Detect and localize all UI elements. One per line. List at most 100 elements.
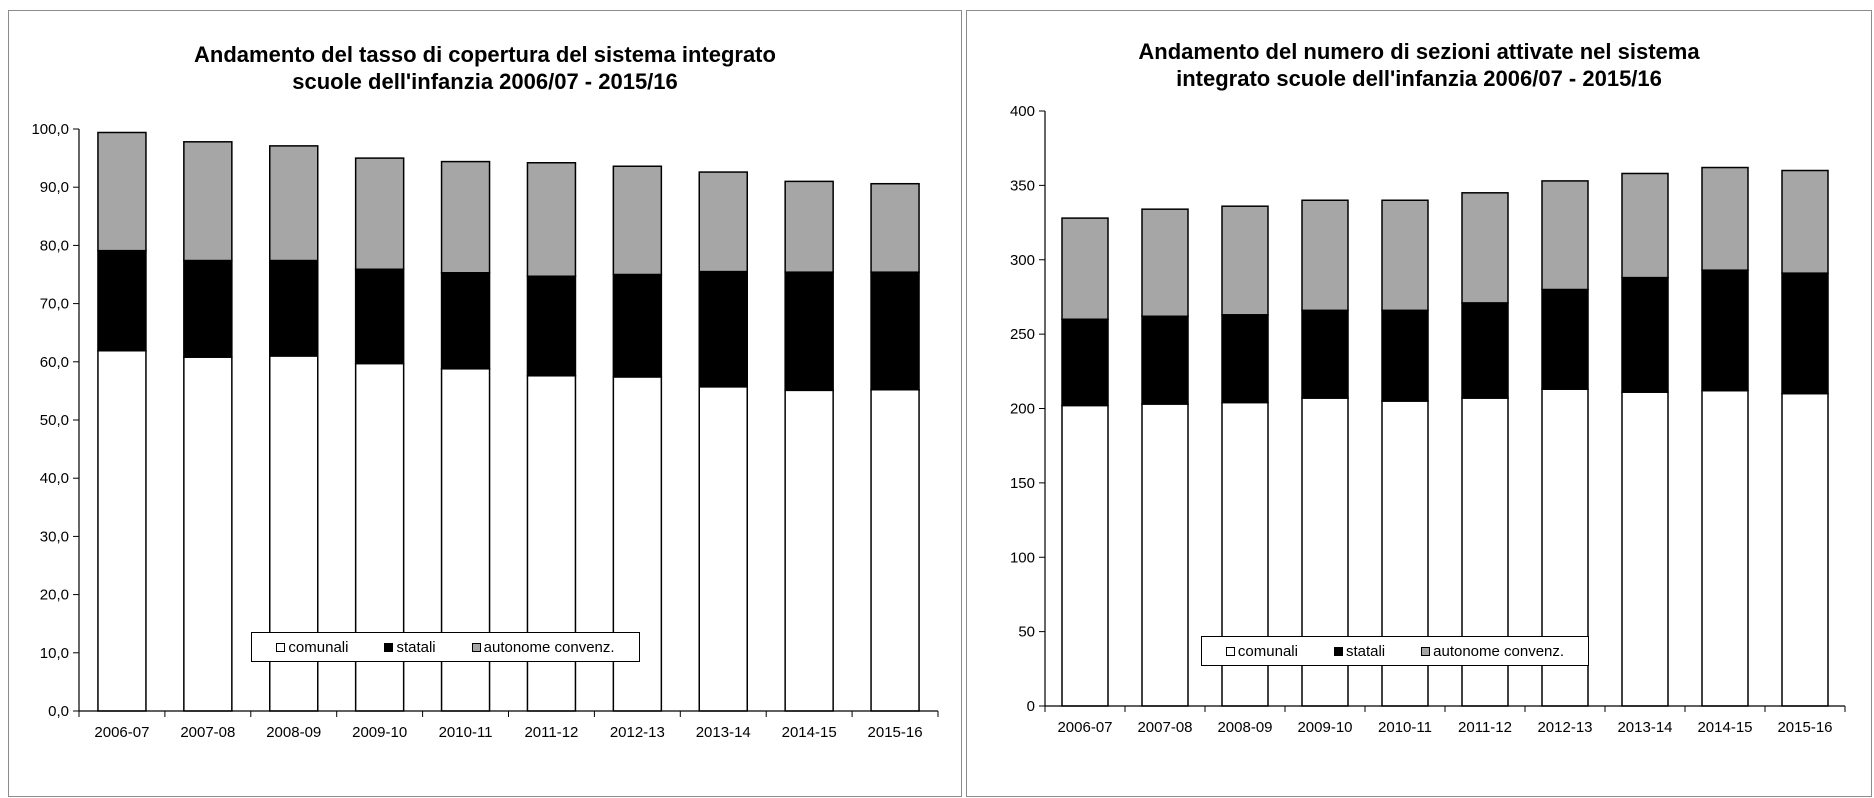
- bar-2014-15-seg-1: [1701, 269, 1749, 392]
- x-tick-label: 2014-15: [1697, 719, 1752, 736]
- bar-2009-10-seg-2: [1301, 199, 1349, 312]
- y-tick-label: 300: [1010, 252, 1035, 269]
- chart-legend: comunali statali autonome convenz.: [251, 632, 640, 662]
- x-tick-label: 2012-13: [610, 724, 665, 741]
- bar-2014-15-seg-0: [1701, 389, 1749, 707]
- legend-swatch-autonome: [1421, 646, 1431, 656]
- bar-2012-13-seg-2: [1541, 180, 1589, 291]
- y-tick-label: 80,0: [40, 237, 69, 254]
- y-tick-label: 30,0: [40, 528, 69, 545]
- chart-title-line-2: scuole dell'infanzia 2006/07 - 2015/16: [292, 69, 678, 94]
- bar-2013-14-seg-0: [698, 386, 748, 712]
- y-tick-label: 90,0: [40, 179, 69, 196]
- legend-item-statali: statali: [384, 638, 436, 656]
- legend-swatch-statali: [1333, 646, 1343, 656]
- bar-2012-13-seg-1: [1541, 288, 1589, 390]
- bar-2007-08-seg-1: [183, 259, 233, 358]
- legend-label: statali: [396, 638, 436, 656]
- bar-2009-10-seg-1: [1301, 309, 1349, 399]
- chart-title-line-1: Andamento del numero di sezioni attivate…: [1138, 39, 1700, 64]
- bar-2011-12-seg-2: [526, 162, 577, 277]
- legend-label: autonome convenz.: [483, 638, 615, 656]
- bar-2015-16-seg-2: [1781, 169, 1829, 274]
- x-tick-label: 2006-07: [94, 724, 149, 741]
- bar-2013-14-seg-1: [1621, 276, 1669, 393]
- y-tick-label: 350: [1010, 177, 1035, 194]
- y-tick-label: 100: [1010, 549, 1035, 566]
- bar-2013-14-seg-1: [698, 270, 748, 388]
- bar-2008-09-seg-2: [269, 145, 319, 262]
- legend-item-comunali: comunali: [276, 639, 348, 656]
- bar-2008-09-seg-1: [1221, 314, 1269, 404]
- x-tick-label: 2012-13: [1537, 719, 1592, 736]
- bar-2006-07-seg-2: [1061, 217, 1109, 321]
- y-tick-label: 100,0: [31, 121, 69, 138]
- legend-item-comunali: comunali: [1225, 642, 1298, 660]
- x-tick-label: 2013-14: [696, 724, 751, 741]
- y-tick-label: 20,0: [40, 587, 69, 604]
- bar-2013-14-seg-2: [1621, 172, 1669, 279]
- y-tick-label: 50,0: [40, 412, 69, 429]
- bar-2015-16-seg-1: [1781, 272, 1829, 395]
- bar-2014-15-seg-2: [1701, 166, 1749, 271]
- legend-swatch-comunali: [1225, 646, 1235, 656]
- bar-2014-15-seg-1: [784, 271, 834, 392]
- x-tick-label: 2011-12: [524, 724, 578, 741]
- x-tick-label: 2009-10: [352, 724, 407, 741]
- legend-item-autonome: autonome convenz.: [1421, 643, 1564, 660]
- x-tick-label: 2010-11: [439, 724, 493, 741]
- bar-2015-16-seg-0: [1781, 392, 1829, 707]
- bar-2015-16-seg-0: [870, 388, 920, 712]
- legend-swatch-autonome: [471, 642, 481, 652]
- chart-title-line-1: Andamento del tasso di copertura del sis…: [194, 42, 776, 67]
- bar-2013-14-seg-0: [1621, 391, 1669, 707]
- y-tick-label: 40,0: [40, 470, 69, 487]
- bar-2011-12-seg-1: [1461, 302, 1509, 399]
- legend-label: comunali: [288, 638, 349, 656]
- bar-2007-08-seg-0: [1141, 403, 1189, 707]
- bar-2012-13-seg-2: [612, 165, 663, 276]
- bar-2007-08-seg-2: [1141, 208, 1189, 318]
- x-tick-label: 2010-11: [1378, 719, 1432, 736]
- y-tick-label: 70,0: [40, 296, 69, 313]
- bar-2008-09-seg-2: [1221, 205, 1269, 316]
- bar-2006-07-seg-2: [97, 131, 147, 252]
- y-tick-label: 10,0: [40, 645, 69, 662]
- y-tick-label: 50: [1018, 624, 1035, 641]
- chart-title: Andamento del numero di sezioni attivate…: [967, 38, 1871, 92]
- legend-label: statali: [1345, 642, 1386, 660]
- chart-title: Andamento del tasso di copertura del sis…: [9, 41, 961, 95]
- bar-2006-07-seg-0: [97, 349, 147, 712]
- bar-2014-15-seg-0: [784, 389, 834, 712]
- bar-2010-11-seg-1: [440, 272, 491, 370]
- bar-2010-11-seg-2: [440, 160, 491, 274]
- y-tick-label: 400: [1010, 103, 1035, 120]
- y-tick-label: 0,0: [48, 703, 69, 720]
- x-tick-label: 2013-14: [1617, 719, 1672, 736]
- y-tick-label: 60,0: [40, 354, 69, 371]
- chart-plot: 0,0 10,0 20,0 30,0 40,0 50,0 60,0 70,0 80,0 90,0 1…: [31, 121, 939, 741]
- bar-2012-13-seg-1: [612, 273, 663, 378]
- legend-swatch-statali: [384, 642, 394, 652]
- bar-2011-12-seg-2: [1461, 192, 1509, 304]
- bar-2009-10-seg-2: [354, 157, 405, 271]
- chart-title-line-2: integrato scuole dell'infanzia 2006/07 -…: [1176, 66, 1662, 91]
- x-tick-label: 2014-15: [782, 724, 837, 741]
- legend-label: comunali: [1237, 642, 1298, 660]
- x-tick-label: 2009-10: [1297, 719, 1352, 736]
- legend-label: autonome convenz.: [1433, 642, 1565, 660]
- x-tick-label: 2008-09: [266, 724, 321, 741]
- bar-2006-07-seg-1: [1061, 318, 1109, 407]
- legend-item-autonome: autonome convenz.: [471, 638, 615, 656]
- bar-2011-12-seg-1: [526, 275, 577, 377]
- y-tick-label: 150: [1010, 475, 1035, 492]
- bar-2007-08-seg-2: [183, 141, 233, 262]
- x-tick-label: 2008-09: [1217, 719, 1272, 736]
- bar-2015-16-seg-1: [870, 271, 920, 391]
- y-tick-label: 250: [1010, 326, 1035, 343]
- x-tick-label: 2007-08: [1137, 719, 1192, 736]
- y-tick-label: 0: [1027, 698, 1035, 715]
- bar-2010-11-seg-1: [1381, 309, 1429, 402]
- bar-2007-08-seg-0: [183, 356, 233, 712]
- x-tick-label: 2015-16: [868, 724, 923, 741]
